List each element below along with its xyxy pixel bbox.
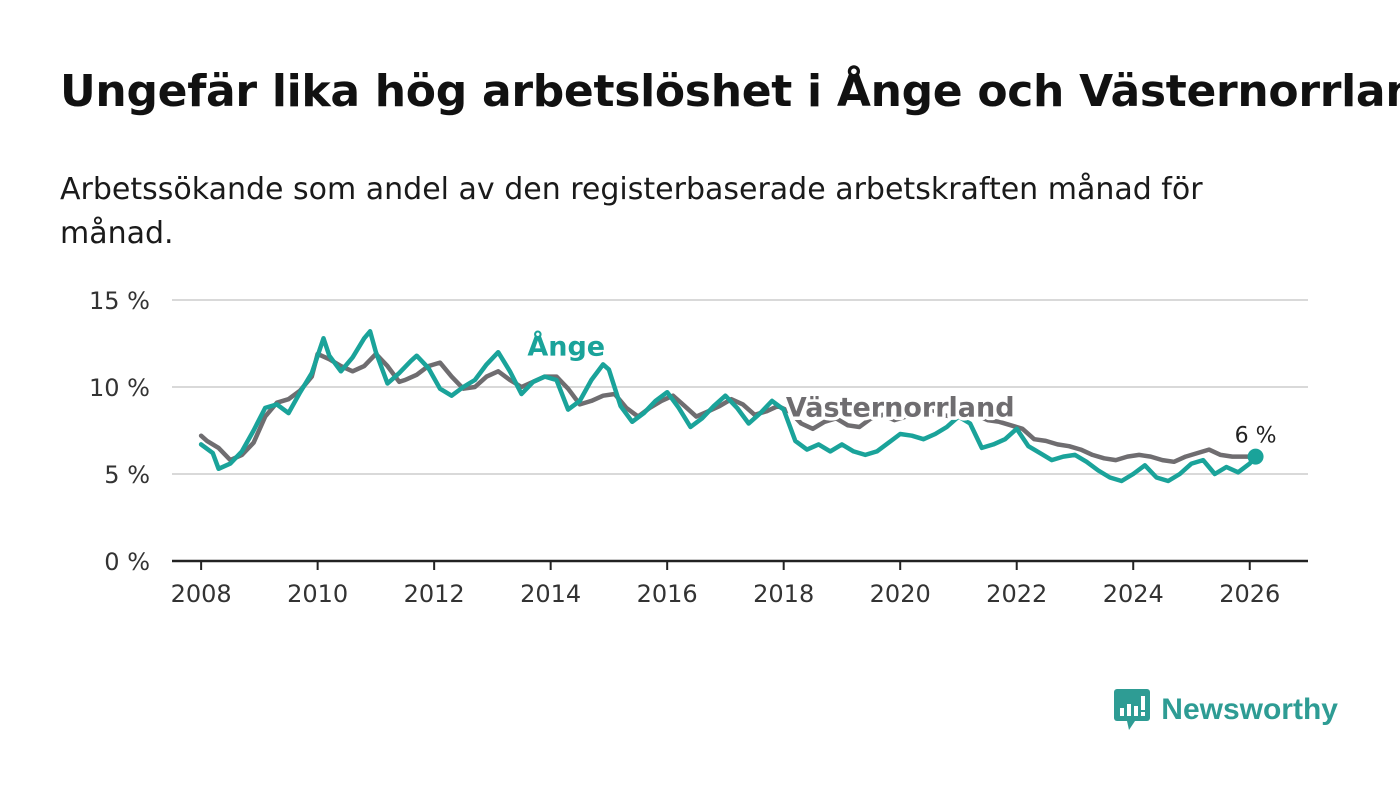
- brand-name: Newsworthy: [1161, 693, 1338, 726]
- x-tick-label: 2008: [171, 580, 232, 608]
- series-label: Ånge: [527, 331, 605, 363]
- x-tick-label: 2026: [1219, 580, 1280, 608]
- x-tick-label: 2016: [637, 580, 698, 608]
- chart-title: Ungefär lika hög arbetslöshet i Ånge och…: [60, 66, 1400, 117]
- x-tick-label: 2014: [520, 580, 581, 608]
- newsworthy-chart-icon: [1114, 689, 1151, 730]
- end-point-marker: [1247, 448, 1264, 465]
- x-tick-label: 2010: [287, 580, 348, 608]
- x-tick-label: 2022: [986, 580, 1047, 608]
- x-tick-label: 2020: [870, 580, 931, 608]
- chart-subtitle: Arbetssökande som andel av den registerb…: [60, 172, 1203, 251]
- series-line-västernorrland: [198, 351, 1258, 465]
- y-tick-label: 5 %: [104, 461, 150, 489]
- series-line-ånge: [198, 329, 1258, 484]
- y-tick-label: 10 %: [89, 374, 150, 402]
- y-tick-label: 15 %: [89, 287, 150, 315]
- newsworthy-logo: Newsworthy: [1113, 688, 1338, 732]
- end-value-label: 6 %: [1235, 424, 1277, 449]
- y-tick-label: 0 %: [104, 548, 150, 576]
- x-tick-label: 2024: [1103, 580, 1164, 608]
- x-tick-label: 2018: [753, 580, 814, 608]
- series-label: Västernorrland: [786, 393, 1015, 424]
- x-tick-label: 2012: [404, 580, 465, 608]
